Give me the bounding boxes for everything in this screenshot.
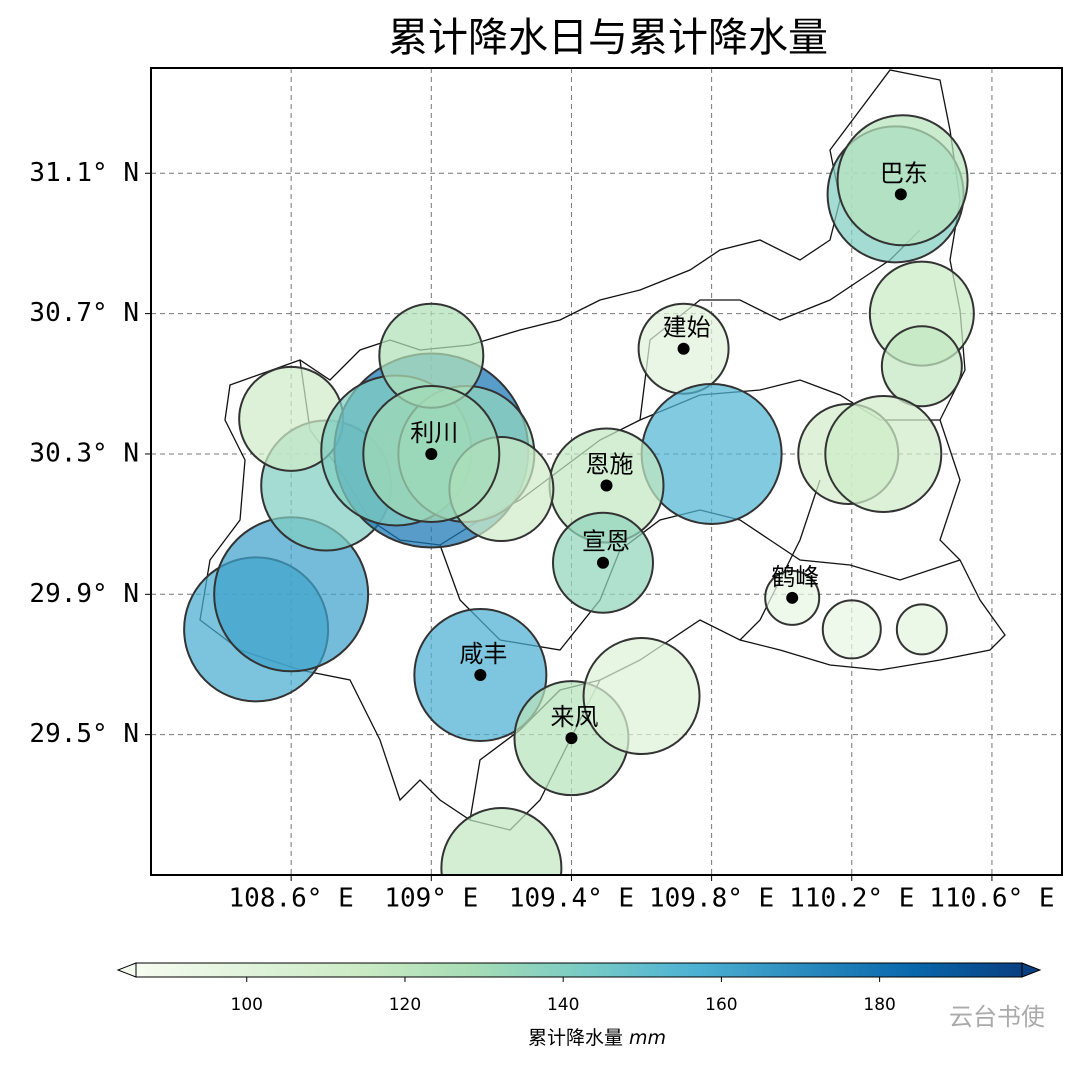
station-label: 咸丰 (459, 640, 507, 668)
colorbar-unit: mm (629, 1027, 666, 1049)
chart-title: 累计降水日与累计降水量 (388, 15, 828, 61)
colorbar-tick-label: 140 (547, 995, 579, 1015)
watermark: 云台书使 (949, 1003, 1045, 1031)
y-tick-label: 29.9° N (29, 579, 139, 609)
bubble (640, 382, 783, 525)
station-label: 鹤峰 (771, 563, 819, 591)
bubble (836, 114, 969, 247)
colorbar-tick-label: 120 (389, 995, 421, 1015)
colorbar-label-text: 累计降水量 (528, 1027, 623, 1049)
colorbar-tick-label: 100 (231, 995, 263, 1015)
y-tick-label: 29.5° N (29, 719, 139, 749)
bubble (440, 807, 563, 875)
station-dot (565, 732, 578, 745)
colorbar-tick-label: 160 (705, 995, 737, 1015)
x-tick-label: 110.6° E (929, 884, 1054, 914)
station-dot (677, 342, 690, 355)
plot-frame (150, 67, 1063, 876)
x-tick-label: 109.4° E (509, 884, 634, 914)
colorbar-extend-high (1021, 962, 1042, 978)
station-dot (596, 556, 609, 569)
station-label: 来凤 (550, 703, 598, 731)
bubble (582, 637, 701, 756)
bubble (821, 599, 882, 660)
colorbar-tick-label: 180 (863, 995, 895, 1015)
bubble (824, 394, 943, 513)
station-label: 利川 (410, 419, 458, 447)
bubble (880, 325, 963, 408)
colorbar-extend-low (116, 962, 137, 978)
x-tick-label: 108.6° E (229, 884, 354, 914)
y-tick-label: 31.1° N (29, 158, 139, 188)
station-label: 宣恩 (582, 528, 630, 556)
station-label: 巴东 (880, 159, 928, 187)
colorbar-label: 累计降水量 mm (528, 1027, 666, 1049)
station-dot (474, 669, 487, 682)
station-dot (894, 188, 907, 201)
x-tick-label: 110.2° E (789, 884, 914, 914)
station-dot (600, 479, 613, 492)
y-tick-label: 30.3° N (29, 438, 139, 468)
station-label: 恩施 (586, 451, 634, 479)
bubble (895, 603, 948, 656)
colorbar (135, 962, 1023, 978)
station-label: 建始 (663, 314, 711, 342)
x-tick-label: 109.8° E (649, 884, 774, 914)
x-tick-label: 109° E (384, 884, 478, 914)
station-dot (425, 447, 438, 460)
station-dot (786, 591, 799, 604)
y-tick-label: 30.7° N (29, 298, 139, 328)
